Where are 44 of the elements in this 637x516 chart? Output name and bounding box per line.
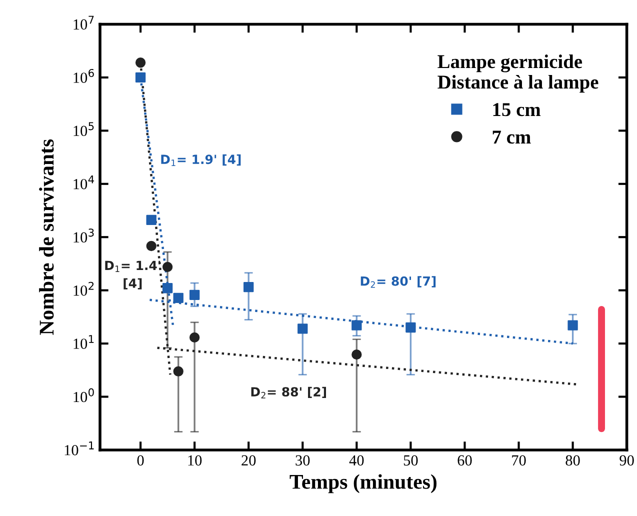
annotation: D$_{1}$= 1.9' [4]: [161, 154, 241, 166]
x-tick-label: 20: [242, 455, 256, 466]
point: [406, 322, 416, 333]
x-tick-label: 0: [137, 455, 144, 466]
y-axis-title: Nombre de survivants: [39, 139, 54, 335]
y-tick-label: 10$^{0}$: [74, 388, 94, 402]
y-tick-label: 10$^{−1}$: [64, 442, 94, 456]
legend-title: Lampe germicide Distance à la lampe: [438, 54, 598, 93]
y-tick-label: 10$^{3}$: [74, 228, 94, 243]
x-tick-label: 40: [349, 455, 364, 466]
x-tick-label: 60: [458, 455, 472, 466]
point: [146, 214, 156, 226]
annotation: D$_{2}$= 80' [7]: [360, 276, 436, 288]
x-tick-label: 30: [296, 455, 310, 466]
point: [189, 290, 200, 300]
y-tick-label: 10$^{6}$: [74, 68, 94, 83]
y-tick-label: 10$^{2}$: [74, 282, 94, 296]
point: [568, 320, 578, 330]
annotation: D$_{2}$= 88' [2]: [251, 386, 326, 398]
y-tick-label: 10$^{1}$: [74, 335, 94, 349]
x-tick-label: 50: [404, 455, 418, 466]
point: [146, 240, 156, 252]
point: [135, 58, 146, 68]
point: [298, 324, 308, 334]
y-tick-label: 10$^{5}$: [74, 122, 94, 136]
x-tick-label: 70: [512, 455, 526, 466]
x-tick-label: 90: [620, 455, 634, 466]
legend-label: 7 cm: [492, 130, 531, 144]
x-tick-label: 80: [566, 455, 580, 466]
point: [173, 292, 184, 303]
y-tick-label: 10$^{7}$: [74, 16, 94, 30]
x-tick-label: 10: [188, 455, 202, 466]
point: [173, 366, 184, 376]
point: [244, 282, 254, 292]
annotation: D$_{1}$= 1.4' [4]: [105, 260, 160, 290]
point: [162, 283, 173, 294]
point: [352, 320, 362, 330]
point: [162, 262, 173, 272]
point: [135, 72, 146, 83]
legend-label: 15 cm: [493, 103, 541, 116]
x-axis-title: Temps (minutes): [290, 474, 436, 494]
point: [189, 332, 200, 343]
point: [352, 349, 362, 360]
y-tick-label: 10$^{4}$: [74, 175, 94, 190]
